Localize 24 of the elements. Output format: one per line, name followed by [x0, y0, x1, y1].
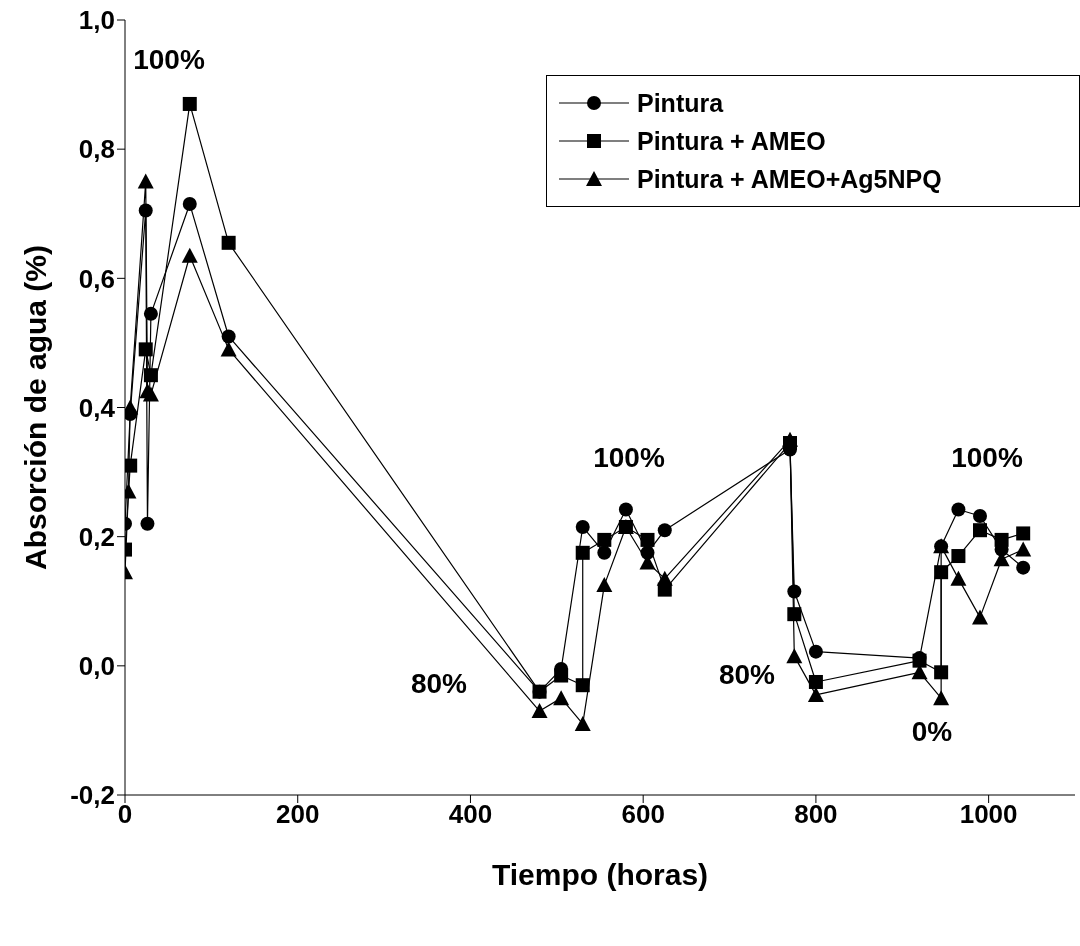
x-tick-label: 400 — [448, 799, 493, 830]
annotation: 0% — [911, 716, 953, 748]
y-tick-label: 0,6 — [78, 263, 115, 294]
annotation: 80% — [718, 659, 776, 691]
annotation: 100% — [593, 442, 665, 474]
x-tick-label: 0 — [117, 799, 133, 830]
y-tick-label: 1,0 — [78, 5, 115, 36]
annotation: 80% — [410, 668, 468, 700]
x-tick-label: 200 — [276, 799, 320, 830]
y-tick-label: 0,2 — [78, 521, 115, 552]
y-tick-label: 0,8 — [78, 134, 115, 165]
y-tick-label: 0,4 — [78, 392, 116, 423]
legend-label: Pintura + AMEO+Ag5NPQ — [637, 164, 942, 194]
x-axis-title: Tiempo (horas) — [491, 858, 709, 891]
annotation: 100% — [133, 44, 205, 76]
x-tick-label: 600 — [621, 799, 665, 830]
y-tick-label: -0,2 — [70, 780, 115, 811]
x-tick-label: 1000 — [959, 799, 1018, 830]
annotation: 100% — [951, 442, 1023, 474]
legend-label: Pintura + AMEO — [637, 126, 826, 156]
y-tick-label: 0,0 — [78, 651, 115, 682]
x-tick-label: 800 — [794, 799, 838, 830]
legend-label: Pintura — [637, 88, 724, 118]
y-axis-title: Absorción de agua (%) — [18, 244, 52, 571]
